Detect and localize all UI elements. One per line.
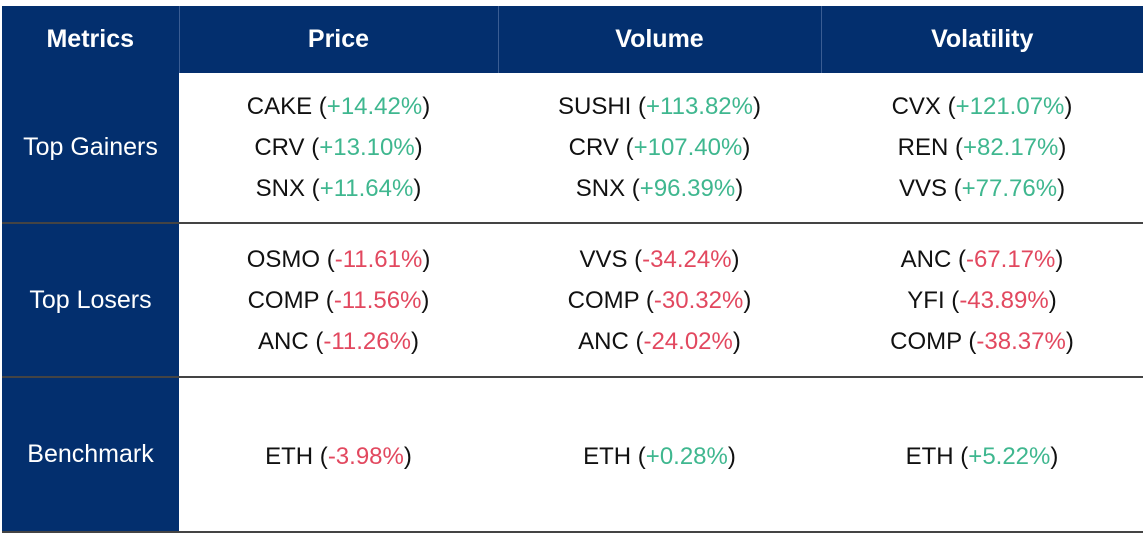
metrics-table: Metrics Price Volume Volatility Top Gain… [2,6,1143,533]
token-symbol: OSMO [246,245,321,273]
row-label-top-gainers: Top Gainers [2,73,179,224]
cell-losers-volume: VVS (-34.24%) COMP (-30.32%) ANC (-24.02%) [498,223,821,378]
token-symbol: CRV [254,134,305,161]
token-symbol: SNX [575,175,626,202]
header-volume: Volume [498,6,822,73]
token-entry: CVX (+121.07%) [891,93,1073,120]
token-symbol: COMP [890,327,962,355]
row-top-losers: Top Losers OSMO (-11.61%) COMP (-11.56%) A… [2,223,1143,378]
row-benchmark: Benchmark ETH (-3.98%) ETH (+0.28%) ETH … [2,377,1143,533]
header-row: Metrics Price Volume Volatility [2,6,1143,73]
cell-benchmark-volume: ETH (+0.28%) [498,377,821,533]
token-symbol: REN [897,134,949,161]
token-symbol: CRV [568,134,619,161]
token-symbol: COMP [247,286,320,314]
change-value: +107.40% [633,134,743,161]
token-entry: ETH (+5.22%) [905,443,1059,470]
token-symbol: SUSHI [557,93,632,120]
change-value: -38.37% [976,327,1066,355]
change-value: +11.64% [319,175,414,202]
token-symbol: SNX [255,175,306,202]
row-top-gainers: Top Gainers CAKE (+14.42%) CRV (+13.10%) S… [2,73,1143,224]
cell-gainers-price: CAKE (+14.42%) CRV (+13.10%) SNX (+11.64%) [179,73,498,224]
token-entry: ANC (-67.17%) [900,245,1064,273]
token-symbol: ETH [265,443,314,470]
token-symbol: ETH [583,443,632,470]
change-value: +14.42% [326,93,423,120]
token-entry: ETH (+0.28%) [583,443,736,470]
token-symbol: VVS [898,175,947,202]
token-symbol: COMP [567,286,640,314]
change-value: -24.02% [643,327,733,355]
change-value: -11.26% [323,327,411,355]
token-entry: OSMO (-11.61%) [246,245,431,273]
token-entry: CRV (+13.10%) [254,134,423,161]
change-value: +121.07% [955,93,1065,120]
token-entry: VVS (-34.24%) [579,245,740,273]
token-entry: VVS (+77.76%) [898,175,1066,202]
token-entry: ANC (-24.02%) [578,327,741,355]
token-entry: SNX (+11.64%) [255,175,422,202]
row-label-benchmark: Benchmark [2,377,179,533]
cell-gainers-volatility: CVX (+121.07%) REN (+82.17%) VVS (+77.76%) [821,73,1143,224]
token-entry: ANC (-11.26%) [258,327,419,355]
token-entry: CRV (+107.40%) [568,134,751,161]
token-entry: COMP (-11.56%) [247,286,430,314]
cell-gainers-volume: SUSHI (+113.82%) CRV (+107.40%) SNX (+96.3… [498,73,821,224]
token-symbol: ANC [578,327,629,355]
change-value: -11.56% [333,286,422,314]
token-entry: COMP (-30.32%) [567,286,752,314]
cell-losers-price: OSMO (-11.61%) COMP (-11.56%) ANC (-11.26%… [179,223,498,378]
token-entry: YFI (-43.89%) [907,286,1057,314]
header-volatility: Volatility [931,25,1034,53]
token-entry: COMP (-38.37%) [890,327,1074,355]
header-metrics: Metrics [2,6,180,73]
change-value: +0.28% [645,443,728,470]
token-entry: SNX (+96.39%) [575,175,744,202]
token-symbol: VVS [579,245,628,273]
change-value: +96.39% [639,175,736,202]
change-value: -34.24% [642,245,732,273]
cell-benchmark-volatility: ETH (+5.22%) [821,377,1143,533]
row-label-top-losers: Top Losers [2,223,179,378]
token-entry: CAKE (+14.42%) [246,93,431,120]
header-price: Price [179,6,499,73]
cell-benchmark-price: ETH (-3.98%) [179,377,498,533]
change-value: +77.76% [961,175,1058,202]
token-symbol: ANC [258,327,309,355]
change-value: -3.98% [327,443,404,470]
token-symbol: ETH [905,443,954,470]
cell-losers-volatility: ANC (-67.17%) YFI (-43.89%) COMP (-38.37%) [821,223,1143,378]
change-value: -30.32% [653,286,744,314]
change-value: -67.17% [965,245,1056,273]
token-symbol: YFI [907,286,945,314]
token-entry: ETH (-3.98%) [265,443,412,470]
token-symbol: CAKE [246,93,313,120]
change-value: +113.82% [646,93,753,120]
change-value: +5.22% [968,443,1051,470]
change-value: +13.10% [319,134,415,161]
token-symbol: CVX [891,93,941,120]
token-entry: SUSHI (+113.82%) [557,93,761,120]
change-value: -11.61% [334,245,423,273]
metrics-table-container: Metrics Price Volume Volatility Top Gain… [2,6,1143,534]
token-entry: REN (+82.17%) [897,134,1067,161]
change-value: -43.89% [959,286,1049,314]
change-value: +82.17% [962,134,1059,161]
token-symbol: ANC [900,245,952,273]
